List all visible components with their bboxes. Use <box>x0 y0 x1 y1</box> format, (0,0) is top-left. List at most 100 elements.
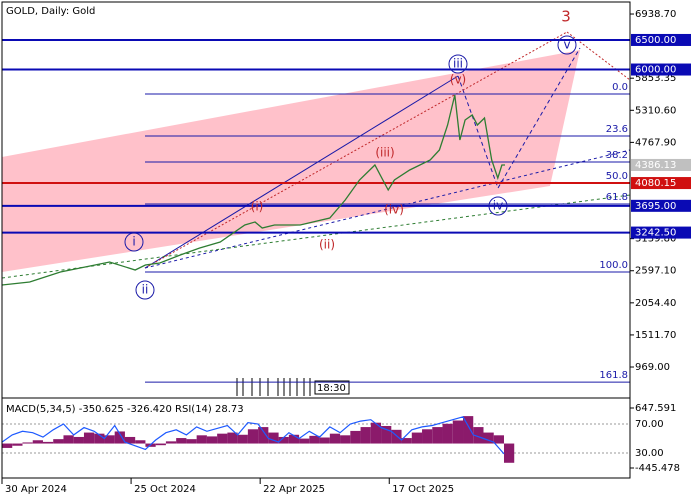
histogram-bar <box>104 435 115 444</box>
rsi-line <box>1 416 505 455</box>
wave-circle <box>124 232 144 252</box>
histogram-bar <box>83 432 95 444</box>
histogram-bar <box>94 433 105 444</box>
histogram-bar <box>278 436 289 444</box>
frame <box>1 1 631 479</box>
histogram-bar <box>350 430 361 444</box>
histogram-bar <box>135 440 146 444</box>
wave-label: iv <box>493 199 503 213</box>
histogram-bar <box>452 420 464 444</box>
histogram-bar <box>432 427 443 444</box>
y-tick-label: 6938.70 <box>635 9 676 20</box>
histogram-bar <box>258 427 269 444</box>
level-label: 3242.50 <box>635 228 676 239</box>
y2-tick-label: 30.00 <box>635 448 664 459</box>
histogram-bar <box>422 429 433 444</box>
drawings <box>1 31 631 396</box>
histogram-bar <box>473 427 484 444</box>
wave-degree: 3 <box>561 8 571 26</box>
y-tick-label: 2597.10 <box>635 266 676 277</box>
fib-label: 50.0 <box>606 171 628 182</box>
histogram-bar <box>186 439 197 444</box>
wave-label: ii <box>142 283 149 297</box>
histogram-bar <box>288 434 300 444</box>
x-tick-label: 30 Apr 2024 <box>5 484 67 495</box>
histogram-bar <box>370 422 382 444</box>
histogram-bar <box>176 438 187 444</box>
histogram-bar <box>329 433 341 444</box>
y-tick-label: -445.478 <box>635 463 680 474</box>
histogram-bar <box>155 443 166 446</box>
level-label: 6000.00 <box>635 65 676 76</box>
level-label: 3695.00 <box>635 201 676 212</box>
x-tick-label: 22 Apr 2025 <box>263 484 325 495</box>
y-tick-label: 647.591 <box>635 403 676 414</box>
histogram-bar <box>381 425 392 444</box>
histogram-bar <box>247 429 259 444</box>
histogram-bar <box>299 438 310 444</box>
wave-label: (i) <box>251 200 264 214</box>
histogram-bar <box>53 439 64 444</box>
trend-line <box>144 75 459 269</box>
fib-label: 161.8 <box>599 370 628 381</box>
price-line <box>1 94 505 286</box>
histogram-bar <box>442 423 453 444</box>
histogram-bar <box>12 443 23 446</box>
histogram-bar <box>360 427 371 444</box>
level-box <box>631 177 691 190</box>
histogram-bar <box>124 436 136 444</box>
level-box <box>631 63 691 76</box>
fib-label: 100.0 <box>599 260 628 271</box>
last-price-label: 4386.13 <box>635 160 676 171</box>
indicator-title: MACD(5,34,5) -350.625 -326.420 RSI(14) 2… <box>6 404 244 415</box>
histogram-bar <box>63 435 74 444</box>
fib-label: 0.0 <box>612 82 628 93</box>
wave-label: (iii) <box>375 146 394 160</box>
level-label: 6500.00 <box>635 35 676 46</box>
event-box <box>314 380 350 395</box>
wave-label: iii <box>453 57 463 71</box>
histogram-bar <box>22 442 33 444</box>
fib-label: 38.2 <box>606 150 628 161</box>
data-layer: 969.00 1511.70 2054.40 2597.10 3139.80 4767.9… <box>1 9 680 495</box>
wave-circle <box>448 54 468 74</box>
histogram-bar <box>227 432 238 444</box>
histogram-bar <box>206 436 218 444</box>
histogram-bar <box>196 435 207 444</box>
y-tick-label: 2054.40 <box>635 298 676 309</box>
event-label: 18:30 <box>317 383 346 394</box>
histogram-bar <box>391 429 402 444</box>
annotations: 18:30 i ii iii iv v (i) (ii) (iii) (iv) … <box>6 6 691 415</box>
histogram-bar <box>165 441 177 444</box>
y-tick-label: 1511.70 <box>635 330 676 341</box>
y-tick-label: 969.00 <box>635 362 670 373</box>
histogram-bar <box>237 434 248 444</box>
trend-line <box>144 149 631 269</box>
histogram-bar <box>73 436 84 444</box>
histogram-bar <box>32 440 43 444</box>
histogram-bar <box>2 443 13 448</box>
wave-circle <box>557 35 577 55</box>
level-box <box>631 199 691 212</box>
level-box <box>631 33 691 46</box>
histogram-bar <box>217 433 228 444</box>
histogram-bar <box>401 438 412 444</box>
histogram-bar <box>268 432 279 444</box>
wave-circle <box>135 280 155 300</box>
histogram-bar <box>309 435 320 444</box>
x-tick-label: 17 Oct 2025 <box>392 484 454 495</box>
histogram-bar <box>42 441 54 444</box>
wave-label: (iv) <box>384 203 404 217</box>
histogram-bar <box>463 416 474 444</box>
x-tick-label: 25 Oct 2024 <box>134 484 196 495</box>
wave-label: (ii) <box>319 238 335 252</box>
level-box <box>631 226 691 239</box>
histogram-bar <box>114 431 125 444</box>
histogram-bar <box>340 435 351 444</box>
event-markers <box>236 378 311 396</box>
histogram-bar <box>483 432 494 444</box>
histogram-bar <box>503 443 515 463</box>
y2-tick-label: 70.00 <box>635 419 664 430</box>
wave-label: i <box>132 235 135 249</box>
